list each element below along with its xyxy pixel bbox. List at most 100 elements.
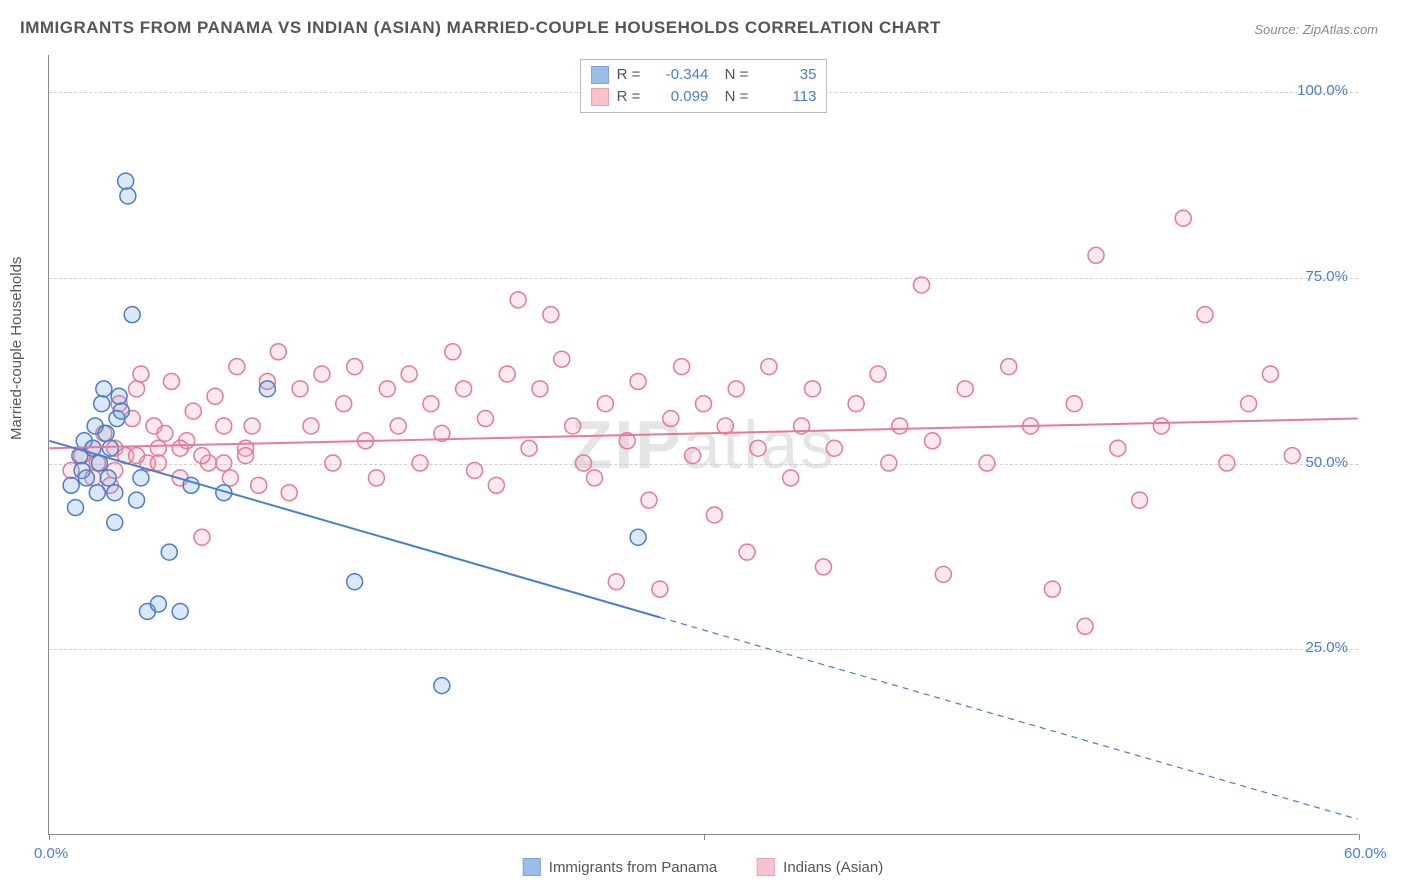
trend-line-panama-solid xyxy=(49,441,660,618)
scatter-point-indians xyxy=(641,492,657,508)
scatter-point-panama xyxy=(94,396,110,412)
scatter-point-indians xyxy=(728,381,744,397)
x-tick-mark xyxy=(49,834,50,840)
chart-title: IMMIGRANTS FROM PANAMA VS INDIAN (ASIAN)… xyxy=(20,18,941,38)
trend-line-panama-dashed xyxy=(660,617,1358,819)
scatter-point-indians xyxy=(554,351,570,367)
scatter-point-indians xyxy=(216,418,232,434)
legend-label-indians: Indians (Asian) xyxy=(783,859,883,876)
scatter-point-indians xyxy=(881,455,897,471)
scatter-point-indians xyxy=(477,411,493,427)
scatter-point-indians xyxy=(652,581,668,597)
scatter-point-indians xyxy=(456,381,472,397)
scatter-point-indians xyxy=(292,381,308,397)
scatter-point-indians xyxy=(423,396,439,412)
scatter-point-indians xyxy=(133,366,149,382)
scatter-point-indians xyxy=(194,529,210,545)
scatter-point-indians xyxy=(597,396,613,412)
scatter-point-indians xyxy=(532,381,548,397)
scatter-point-indians xyxy=(870,366,886,382)
scatter-point-indians xyxy=(761,359,777,375)
legend-label-panama: Immigrants from Panama xyxy=(549,859,717,876)
r-value-panama: -0.344 xyxy=(648,64,708,86)
scatter-point-panama xyxy=(78,470,94,486)
scatter-point-indians xyxy=(1175,210,1191,226)
scatter-point-panama xyxy=(113,403,129,419)
scatter-point-indians xyxy=(750,440,766,456)
scatter-point-indians xyxy=(717,418,733,434)
scatter-point-indians xyxy=(1077,618,1093,634)
scatter-point-indians xyxy=(347,359,363,375)
scatter-point-indians xyxy=(336,396,352,412)
scatter-point-indians xyxy=(303,418,319,434)
scatter-point-panama xyxy=(96,381,112,397)
scatter-point-panama xyxy=(100,470,116,486)
scatter-point-indians xyxy=(251,477,267,493)
scatter-point-panama xyxy=(98,425,114,441)
x-tick-mark xyxy=(1359,834,1360,840)
scatter-point-panama xyxy=(133,470,149,486)
scatter-point-indians xyxy=(815,559,831,575)
scatter-point-panama xyxy=(172,603,188,619)
scatter-point-indians xyxy=(163,373,179,389)
scatter-point-indians xyxy=(696,396,712,412)
scatter-point-panama xyxy=(630,529,646,545)
swatch-panama xyxy=(591,66,609,84)
scatter-point-indians xyxy=(229,359,245,375)
scatter-point-indians xyxy=(1044,581,1060,597)
scatter-point-indians xyxy=(314,366,330,382)
x-tick-label: 0.0% xyxy=(34,845,68,862)
scatter-point-panama xyxy=(107,514,123,530)
scatter-point-indians xyxy=(783,470,799,486)
scatter-point-indians xyxy=(979,455,995,471)
scatter-point-indians xyxy=(488,477,504,493)
scatter-point-indians xyxy=(1001,359,1017,375)
scatter-point-indians xyxy=(270,344,286,360)
scatter-point-indians xyxy=(935,566,951,582)
scatter-point-indians xyxy=(608,574,624,590)
scatter-point-panama xyxy=(124,307,140,323)
scatter-point-panama xyxy=(129,492,145,508)
scatter-point-indians xyxy=(565,418,581,434)
scatter-point-indians xyxy=(685,448,701,464)
stats-row-indians: R = 0.099 N = 113 xyxy=(591,86,817,108)
scatter-point-indians xyxy=(510,292,526,308)
scatter-point-indians xyxy=(630,373,646,389)
scatter-point-indians xyxy=(194,448,210,464)
scatter-point-indians xyxy=(576,455,592,471)
scatter-point-indians xyxy=(216,455,232,471)
scatter-point-indians xyxy=(739,544,755,560)
r-value-indians: 0.099 xyxy=(648,86,708,108)
scatter-point-indians xyxy=(543,307,559,323)
scatter-point-indians xyxy=(379,381,395,397)
scatter-point-indians xyxy=(1197,307,1213,323)
scatter-point-indians xyxy=(914,277,930,293)
scatter-point-indians xyxy=(401,366,417,382)
scatter-point-indians xyxy=(281,485,297,501)
scatter-point-indians xyxy=(368,470,384,486)
scatter-svg xyxy=(49,55,1358,834)
scatter-point-indians xyxy=(412,455,428,471)
scatter-point-indians xyxy=(467,462,483,478)
scatter-point-indians xyxy=(238,448,254,464)
scatter-point-indians xyxy=(222,470,238,486)
scatter-point-indians xyxy=(207,388,223,404)
scatter-point-indians xyxy=(663,411,679,427)
scatter-point-panama xyxy=(150,596,166,612)
x-tick-mark xyxy=(704,834,705,840)
scatter-point-indians xyxy=(848,396,864,412)
legend-item-panama: Immigrants from Panama xyxy=(523,858,717,876)
scatter-point-indians xyxy=(172,440,188,456)
scatter-point-panama xyxy=(63,477,79,493)
scatter-point-indians xyxy=(1088,247,1104,263)
scatter-point-indians xyxy=(1262,366,1278,382)
swatch-indians xyxy=(591,88,609,106)
scatter-point-indians xyxy=(892,418,908,434)
scatter-point-panama xyxy=(107,485,123,501)
scatter-point-indians xyxy=(1219,455,1235,471)
scatter-point-indians xyxy=(1241,396,1257,412)
scatter-point-panama xyxy=(68,500,84,516)
scatter-point-indians xyxy=(706,507,722,523)
y-axis-label: Married-couple Households xyxy=(8,257,25,440)
scatter-point-indians xyxy=(1284,448,1300,464)
